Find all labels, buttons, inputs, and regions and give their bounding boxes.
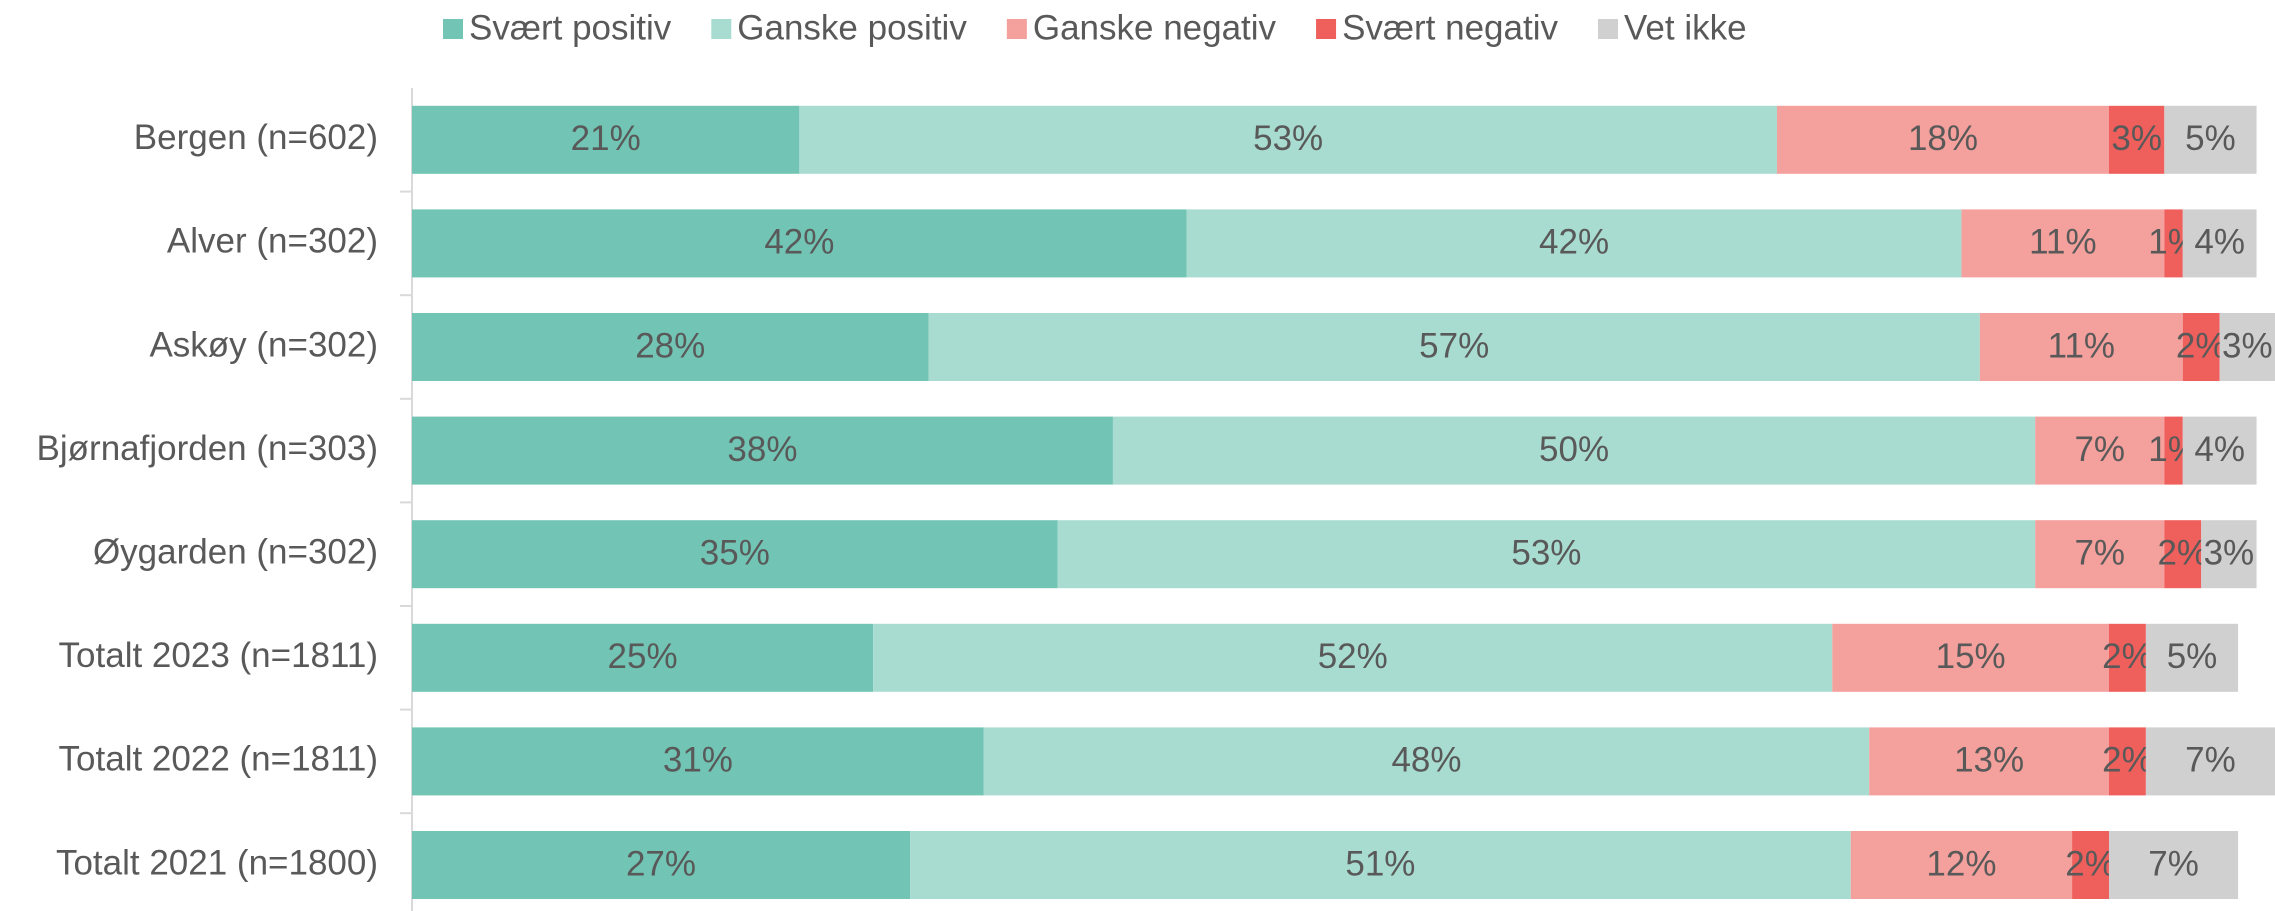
bar-segment [412, 416, 1113, 485]
legend-swatch [711, 19, 732, 39]
data-label: 42% [1539, 223, 1609, 262]
data-label: 3% [2204, 533, 2255, 572]
bar-segment [873, 623, 1833, 692]
bar-segment [2182, 209, 2257, 278]
bar-segment [2072, 831, 2109, 899]
bar-segment [412, 831, 911, 899]
bar-segment [412, 520, 1058, 589]
bar-segment [2145, 727, 2275, 796]
data-label: 42% [764, 223, 834, 262]
bar-segment [2035, 416, 2165, 485]
bar-segment [1869, 727, 2109, 796]
bar-segment [1850, 831, 2073, 899]
bar-segment [1057, 520, 2036, 589]
bar-segment [2108, 105, 2165, 174]
data-label: 7% [2185, 741, 2236, 780]
data-label: 35% [700, 533, 770, 572]
y-tick-label: Totalt 2022 (n=1811) [59, 740, 378, 779]
legend-label: Svært positiv [469, 8, 672, 47]
y-tick-label: Alver (n=302) [167, 222, 378, 261]
data-label: 13% [1954, 741, 2024, 780]
bar-segment [2219, 313, 2275, 381]
data-label: 51% [1345, 844, 1415, 883]
legend-swatch [443, 19, 463, 39]
bar-segment [1832, 623, 2109, 692]
bar-segment [1961, 209, 2165, 278]
bar-segment [2164, 209, 2183, 278]
data-label: 28% [635, 326, 705, 365]
data-label: 7% [2074, 533, 2125, 572]
y-tick-label: Bjørnafjorden (n=303) [37, 429, 378, 468]
data-label: 53% [1511, 533, 1581, 572]
bar-segment [2182, 313, 2220, 381]
data-label: 5% [2185, 119, 2236, 158]
legend-swatch [1598, 19, 1618, 39]
data-label: 2% [2102, 637, 2153, 676]
data-label: 7% [2148, 844, 2199, 883]
bar-segment [1776, 105, 2109, 174]
bar-segment [910, 831, 1851, 899]
bar-segment [2035, 520, 2165, 589]
bar-segment [2201, 520, 2257, 589]
data-label: 27% [626, 844, 696, 883]
bar-segment [412, 209, 1187, 278]
data-label: 18% [1908, 119, 1978, 158]
bar-segment [2145, 623, 2239, 692]
bar-segment [1186, 209, 1962, 278]
data-label: 7% [2074, 430, 2125, 469]
bar-segment [2164, 416, 2183, 485]
y-tick-label: Totalt 2021 (n=1800) [56, 843, 378, 882]
legend-label: Vet ikke [1624, 8, 1747, 47]
bar-segment [2108, 831, 2239, 899]
data-label: 2% [2157, 533, 2208, 572]
bar-segment [2108, 623, 2146, 692]
legend-label: Svært negativ [1342, 8, 1558, 47]
bar-segment [928, 313, 1980, 381]
legend-swatch [1316, 19, 1337, 39]
bar-segment [1112, 416, 2036, 485]
legend-swatch [1006, 19, 1027, 39]
data-label: 12% [1926, 844, 1996, 883]
bar-segment [2164, 105, 2257, 174]
bar-segment [983, 727, 1870, 796]
data-label: 4% [2194, 430, 2245, 469]
bar-segment [2182, 416, 2257, 485]
data-label: 2% [2102, 741, 2153, 780]
bar-segment [412, 313, 929, 381]
data-label: 25% [608, 637, 678, 676]
legend-label: Ganske positiv [737, 8, 967, 47]
data-label: 11% [2029, 223, 2096, 262]
y-tick-label: Bergen (n=602) [134, 118, 378, 157]
y-tick-label: Askøy (n=302) [149, 325, 378, 364]
data-label: 21% [571, 119, 641, 158]
data-label: 53% [1253, 119, 1323, 158]
bar-segment [799, 105, 1777, 174]
data-label: 38% [727, 430, 797, 469]
legend-label: Ganske negativ [1033, 8, 1277, 47]
y-tick-label: Totalt 2023 (n=1811) [59, 636, 378, 675]
data-label: 11% [2048, 326, 2115, 365]
data-label: 2% [2065, 844, 2116, 883]
y-tick-label: Øygarden (n=302) [93, 532, 378, 571]
data-label: 2% [2176, 326, 2227, 365]
bar-segment [2108, 727, 2146, 796]
bar-segment [412, 623, 874, 692]
data-label: 48% [1391, 741, 1461, 780]
data-label: 3% [2222, 326, 2273, 365]
data-label: 5% [2167, 637, 2218, 676]
data-label: 31% [663, 741, 733, 780]
bar-segment [412, 105, 800, 174]
data-label: 50% [1539, 430, 1609, 469]
bar-segment [2164, 520, 2202, 589]
data-label: 4% [2194, 223, 2245, 262]
data-label: 15% [1936, 637, 2006, 676]
bar-segment [1979, 313, 2183, 381]
data-label: 52% [1318, 637, 1388, 676]
data-label: 57% [1419, 326, 1489, 365]
bar-segment [412, 727, 984, 796]
data-label: 3% [2111, 119, 2162, 158]
